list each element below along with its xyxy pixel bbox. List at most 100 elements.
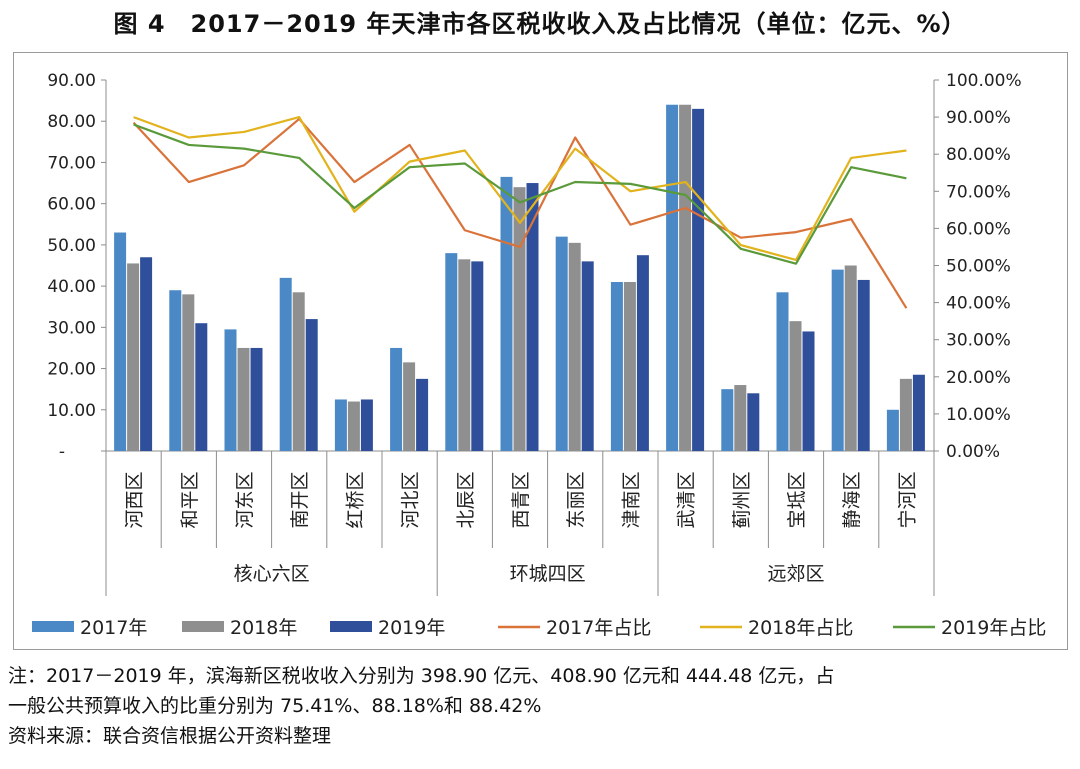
bar-2018年-东丽区: [568, 242, 581, 451]
y-left-tick-label: 10.00: [47, 401, 96, 421]
category-label-津南区: 津南区: [620, 471, 642, 528]
legend-swatch-2019年: [330, 621, 372, 632]
y-right-tick-label: 30.00%: [946, 331, 1011, 351]
bar-2018年-静海区: [844, 265, 857, 451]
bar-2019年-宝坻区: [802, 331, 815, 451]
bar-2019年-津南区: [636, 255, 649, 451]
bar-2019年-河东区: [250, 347, 263, 451]
group-label-远郊区: 远郊区: [767, 563, 824, 585]
category-label-河东区: 河东区: [234, 471, 256, 528]
category-label-南开区: 南开区: [289, 471, 311, 528]
bar-2017年-西青区: [500, 176, 513, 451]
bar-2018年-宁河区: [899, 378, 912, 451]
y-left-tick-label: 30.00: [47, 318, 96, 338]
bar-2018年-宝坻区: [789, 321, 802, 451]
category-label-河北区: 河北区: [400, 471, 422, 528]
category-label-东丽区: 东丽区: [565, 471, 587, 528]
bar-2019年-东丽区: [581, 261, 594, 451]
legend-swatch-2017年: [32, 621, 74, 632]
chart-frame: [13, 52, 1068, 650]
note-line-2: 一般公共预算收入的比重分别为 75.41%、88.18%和 88.42%: [8, 695, 542, 717]
legend-swatch-2018年: [182, 621, 224, 632]
bar-2017年-津南区: [610, 281, 623, 451]
bar-2019年-和平区: [195, 323, 208, 451]
bar-2019年-蓟州区: [747, 393, 760, 451]
bar-2017年-河北区: [390, 347, 403, 451]
bar-2019年-河北区: [416, 378, 429, 451]
y-right-tick-label: 70.00%: [946, 182, 1011, 202]
category-label-宝坻区: 宝坻区: [786, 471, 808, 528]
bar-2018年-红桥区: [347, 401, 360, 451]
y-right-tick-label: 20.00%: [946, 368, 1011, 388]
bar-2017年-红桥区: [334, 399, 347, 451]
bar-2018年-南开区: [292, 292, 305, 451]
y-left-tick-label: 50.00: [47, 236, 96, 256]
category-label-静海区: 静海区: [841, 471, 863, 528]
bar-2019年-武清区: [692, 108, 705, 451]
y-right-tick-label: 40.00%: [946, 294, 1011, 314]
category-label-红桥区: 红桥区: [344, 471, 366, 528]
bar-2018年-西青区: [513, 187, 526, 451]
y-left-tick-label: 70.00: [47, 153, 96, 173]
bar-2018年-河西区: [127, 263, 140, 451]
y-right-tick-label: 50.00%: [946, 257, 1011, 277]
legend-label-2018年: 2018年: [230, 617, 297, 639]
y-left-tick-label: 90.00: [47, 71, 96, 91]
bar-2017年-蓟州区: [721, 389, 734, 451]
y-right-tick-label: 90.00%: [946, 108, 1011, 128]
bar-2018年-河东区: [237, 347, 250, 451]
bar-2017年-武清区: [666, 104, 679, 451]
category-label-北辰区: 北辰区: [455, 471, 477, 528]
bar-2017年-和平区: [169, 290, 182, 451]
bar-2019年-北辰区: [471, 261, 484, 451]
y-left-tick-label: 20.00: [47, 360, 96, 380]
bar-2018年-和平区: [182, 294, 195, 451]
bar-2018年-蓟州区: [734, 385, 747, 451]
group-label-环城四区: 环城四区: [510, 563, 586, 585]
line-2017年占比: [132, 117, 908, 309]
category-label-宁河区: 宁河区: [896, 471, 918, 528]
group-label-核心六区: 核心六区: [234, 563, 310, 585]
category-label-和平区: 和平区: [179, 471, 201, 528]
source-line: 资料来源：联合资信根据公开资料整理: [8, 725, 332, 747]
legend-label-2018年占比: 2018年占比: [748, 617, 853, 639]
bar-2019年-西青区: [526, 183, 539, 452]
bar-2019年-静海区: [857, 279, 870, 451]
y-right-tick-label: 80.00%: [946, 145, 1011, 165]
line-2018年占比: [133, 115, 907, 262]
legend-label-2019年: 2019年: [378, 617, 445, 639]
bar-2019年-河西区: [140, 257, 153, 451]
bar-2017年-河东区: [224, 329, 237, 451]
bar-2019年-南开区: [305, 319, 318, 451]
bar-2017年-南开区: [279, 277, 292, 451]
bar-2017年-宁河区: [886, 409, 899, 451]
line-2019年占比: [133, 123, 907, 265]
note-line-1: 注：2017－2019 年，滨海新区税收收入分别为 398.90 亿元、408.…: [8, 665, 835, 687]
legend-label-2017年: 2017年: [80, 617, 147, 639]
legend-label-2019年占比: 2019年占比: [941, 617, 1046, 639]
bar-2019年-宁河区: [912, 374, 925, 451]
bar-2017年-宝坻区: [776, 292, 789, 451]
y-right-tick-label: 60.00%: [946, 219, 1011, 239]
bar-2019年-红桥区: [360, 399, 373, 451]
y-left-tick-label: -: [59, 442, 65, 462]
bar-2017年-静海区: [831, 269, 844, 451]
category-label-蓟州区: 蓟州区: [731, 471, 753, 528]
y-left-tick-label: 60.00: [47, 195, 96, 215]
bar-2017年-河西区: [114, 232, 127, 451]
bar-2018年-武清区: [679, 104, 692, 451]
y-right-tick-label: 100.00%: [946, 71, 1022, 91]
chart-title: 图 4 2017－2019 年天津市各区税收收入及占比情况（单位：亿元、%）: [113, 10, 967, 38]
legend-label-2017年占比: 2017年占比: [546, 617, 651, 639]
category-label-武清区: 武清区: [676, 471, 698, 528]
category-label-河西区: 河西区: [124, 471, 146, 528]
bar-2018年-河北区: [403, 362, 416, 451]
y-right-tick-label: 10.00%: [946, 405, 1011, 425]
y-left-tick-label: 80.00: [47, 112, 96, 132]
y-left-tick-label: 40.00: [47, 277, 96, 297]
bar-2017年-北辰区: [445, 253, 458, 451]
y-right-tick-label: 0.00%: [946, 442, 1000, 462]
bar-2018年-北辰区: [458, 259, 471, 451]
bar-2018年-津南区: [623, 281, 636, 451]
